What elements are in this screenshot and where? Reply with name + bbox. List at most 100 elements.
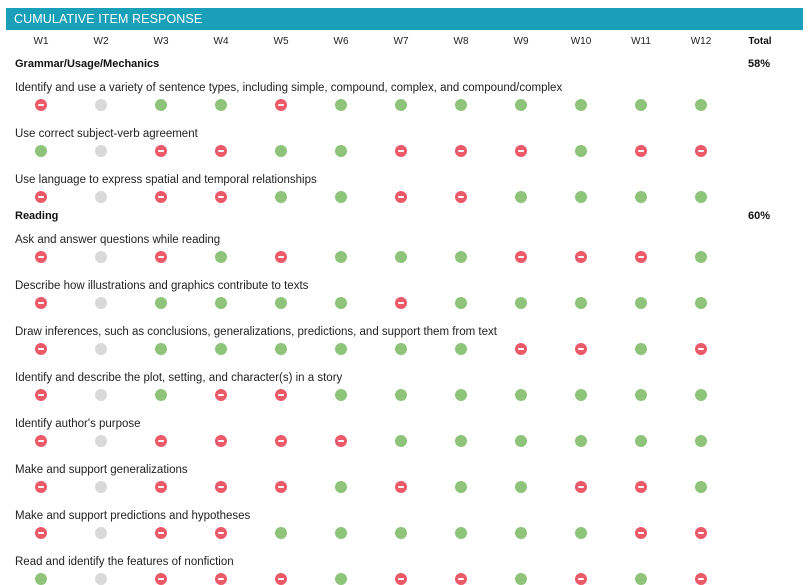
incorrect-response-icon[interactable]	[35, 389, 47, 401]
correct-response-icon[interactable]	[635, 343, 647, 355]
correct-response-icon[interactable]	[515, 191, 527, 203]
incorrect-response-icon[interactable]	[575, 481, 587, 493]
correct-response-icon[interactable]	[455, 99, 467, 111]
incorrect-response-icon[interactable]	[335, 435, 347, 447]
correct-response-icon[interactable]	[455, 527, 467, 539]
correct-response-icon[interactable]	[455, 343, 467, 355]
incorrect-response-icon[interactable]	[275, 99, 287, 111]
no-response-icon[interactable]	[95, 527, 107, 539]
correct-response-icon[interactable]	[395, 389, 407, 401]
incorrect-response-icon[interactable]	[215, 481, 227, 493]
incorrect-response-icon[interactable]	[155, 191, 167, 203]
incorrect-response-icon[interactable]	[35, 435, 47, 447]
incorrect-response-icon[interactable]	[275, 435, 287, 447]
incorrect-response-icon[interactable]	[215, 145, 227, 157]
incorrect-response-icon[interactable]	[275, 573, 287, 585]
correct-response-icon[interactable]	[575, 297, 587, 309]
incorrect-response-icon[interactable]	[695, 573, 707, 585]
correct-response-icon[interactable]	[455, 251, 467, 263]
correct-response-icon[interactable]	[275, 191, 287, 203]
incorrect-response-icon[interactable]	[35, 527, 47, 539]
correct-response-icon[interactable]	[275, 527, 287, 539]
correct-response-icon[interactable]	[575, 435, 587, 447]
incorrect-response-icon[interactable]	[275, 481, 287, 493]
correct-response-icon[interactable]	[515, 99, 527, 111]
correct-response-icon[interactable]	[515, 435, 527, 447]
correct-response-icon[interactable]	[575, 99, 587, 111]
correct-response-icon[interactable]	[635, 297, 647, 309]
correct-response-icon[interactable]	[335, 573, 347, 585]
correct-response-icon[interactable]	[335, 251, 347, 263]
incorrect-response-icon[interactable]	[515, 251, 527, 263]
correct-response-icon[interactable]	[575, 527, 587, 539]
incorrect-response-icon[interactable]	[35, 297, 47, 309]
correct-response-icon[interactable]	[575, 389, 587, 401]
incorrect-response-icon[interactable]	[455, 573, 467, 585]
no-response-icon[interactable]	[95, 389, 107, 401]
correct-response-icon[interactable]	[515, 481, 527, 493]
correct-response-icon[interactable]	[575, 191, 587, 203]
correct-response-icon[interactable]	[695, 435, 707, 447]
correct-response-icon[interactable]	[395, 343, 407, 355]
correct-response-icon[interactable]	[515, 573, 527, 585]
correct-response-icon[interactable]	[695, 481, 707, 493]
correct-response-icon[interactable]	[335, 99, 347, 111]
incorrect-response-icon[interactable]	[35, 191, 47, 203]
correct-response-icon[interactable]	[215, 99, 227, 111]
incorrect-response-icon[interactable]	[215, 191, 227, 203]
correct-response-icon[interactable]	[455, 297, 467, 309]
incorrect-response-icon[interactable]	[275, 251, 287, 263]
incorrect-response-icon[interactable]	[575, 573, 587, 585]
incorrect-response-icon[interactable]	[215, 573, 227, 585]
correct-response-icon[interactable]	[275, 343, 287, 355]
incorrect-response-icon[interactable]	[275, 389, 287, 401]
incorrect-response-icon[interactable]	[455, 145, 467, 157]
no-response-icon[interactable]	[95, 481, 107, 493]
correct-response-icon[interactable]	[695, 99, 707, 111]
correct-response-icon[interactable]	[455, 389, 467, 401]
incorrect-response-icon[interactable]	[155, 573, 167, 585]
incorrect-response-icon[interactable]	[575, 343, 587, 355]
incorrect-response-icon[interactable]	[395, 481, 407, 493]
correct-response-icon[interactable]	[335, 297, 347, 309]
incorrect-response-icon[interactable]	[695, 527, 707, 539]
no-response-icon[interactable]	[95, 251, 107, 263]
incorrect-response-icon[interactable]	[155, 435, 167, 447]
correct-response-icon[interactable]	[695, 251, 707, 263]
correct-response-icon[interactable]	[275, 145, 287, 157]
incorrect-response-icon[interactable]	[215, 527, 227, 539]
no-response-icon[interactable]	[95, 297, 107, 309]
correct-response-icon[interactable]	[35, 573, 47, 585]
no-response-icon[interactable]	[95, 573, 107, 585]
correct-response-icon[interactable]	[275, 297, 287, 309]
incorrect-response-icon[interactable]	[155, 145, 167, 157]
no-response-icon[interactable]	[95, 99, 107, 111]
incorrect-response-icon[interactable]	[455, 191, 467, 203]
incorrect-response-icon[interactable]	[635, 481, 647, 493]
correct-response-icon[interactable]	[635, 435, 647, 447]
correct-response-icon[interactable]	[635, 191, 647, 203]
correct-response-icon[interactable]	[635, 573, 647, 585]
incorrect-response-icon[interactable]	[35, 481, 47, 493]
incorrect-response-icon[interactable]	[35, 343, 47, 355]
incorrect-response-icon[interactable]	[395, 145, 407, 157]
incorrect-response-icon[interactable]	[35, 99, 47, 111]
incorrect-response-icon[interactable]	[635, 145, 647, 157]
incorrect-response-icon[interactable]	[215, 435, 227, 447]
no-response-icon[interactable]	[95, 145, 107, 157]
correct-response-icon[interactable]	[635, 389, 647, 401]
correct-response-icon[interactable]	[575, 145, 587, 157]
incorrect-response-icon[interactable]	[35, 251, 47, 263]
incorrect-response-icon[interactable]	[395, 573, 407, 585]
incorrect-response-icon[interactable]	[575, 251, 587, 263]
correct-response-icon[interactable]	[395, 435, 407, 447]
incorrect-response-icon[interactable]	[155, 527, 167, 539]
correct-response-icon[interactable]	[155, 297, 167, 309]
correct-response-icon[interactable]	[515, 389, 527, 401]
correct-response-icon[interactable]	[335, 191, 347, 203]
incorrect-response-icon[interactable]	[155, 251, 167, 263]
correct-response-icon[interactable]	[35, 145, 47, 157]
correct-response-icon[interactable]	[155, 99, 167, 111]
incorrect-response-icon[interactable]	[635, 527, 647, 539]
no-response-icon[interactable]	[95, 343, 107, 355]
